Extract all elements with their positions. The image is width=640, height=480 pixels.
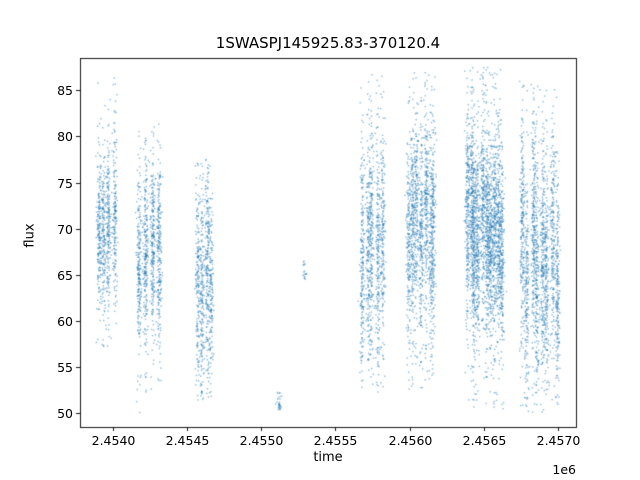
x-axis-offset-text: 1e6 xyxy=(552,462,576,477)
x-axis-label: time xyxy=(313,450,343,465)
chart-title: 1SWASPJ145925.83-370120.4 xyxy=(215,34,441,52)
y-axis-label: flux xyxy=(22,223,38,248)
